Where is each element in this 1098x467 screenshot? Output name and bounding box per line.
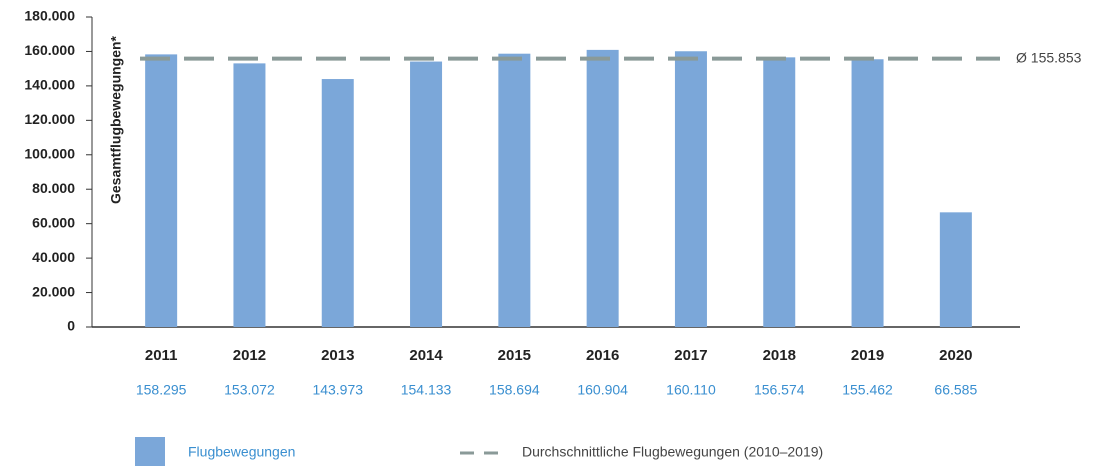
bar [498,53,531,328]
bar [674,51,707,327]
y-tick-label: 40.000 [32,249,75,265]
x-tick-label: 2017 [674,347,707,364]
y-tick-label: 0 [67,318,75,334]
value-label: 160.110 [666,382,716,398]
x-tick-label: 2011 [145,347,178,364]
bar [586,49,619,328]
value-label: 158.295 [136,382,187,398]
bar [145,54,178,328]
y-tick-label: 80.000 [32,180,75,196]
value-label: 143.973 [312,382,363,398]
legend-label: Durchschnittliche Flugbewegungen (2010–2… [522,444,823,460]
bar [939,212,972,327]
y-tick-label: 100.000 [24,145,75,161]
legend-label: Flugbewegungen [188,444,295,460]
value-label: 155.462 [842,382,893,398]
y-axis-label: Gesamtflugbewegungen* [108,35,124,204]
x-tick-label: 2020 [939,347,972,364]
y-tick-label: 160.000 [24,42,75,58]
value-label: 156.574 [754,382,805,398]
x-tick-label: 2019 [851,347,884,364]
x-tick-label: 2013 [321,347,354,364]
average-label: Ø 155.853 [1016,49,1082,65]
x-tick-label: 2015 [498,347,531,364]
value-label: 154.133 [401,382,452,398]
x-tick-label: 2014 [409,347,443,364]
x-tick-label: 2012 [233,347,266,364]
y-tick-label: 20.000 [32,283,75,299]
value-label: 66.585 [934,382,977,398]
value-label: 158.694 [489,382,540,398]
y-tick-label: 180.000 [24,8,75,24]
bar [410,61,443,328]
bar [851,59,884,327]
bar [321,79,354,327]
x-tick-label: 2016 [586,347,619,364]
x-tick-label: 2018 [763,347,796,364]
y-tick-label: 120.000 [24,111,75,127]
bar [763,57,796,327]
y-tick-label: 140.000 [24,77,75,93]
value-label: 160.904 [577,382,628,398]
y-tick-label: 60.000 [32,214,75,230]
value-label: 153.072 [224,382,275,398]
legend-swatch [135,437,165,466]
bar [233,63,266,327]
